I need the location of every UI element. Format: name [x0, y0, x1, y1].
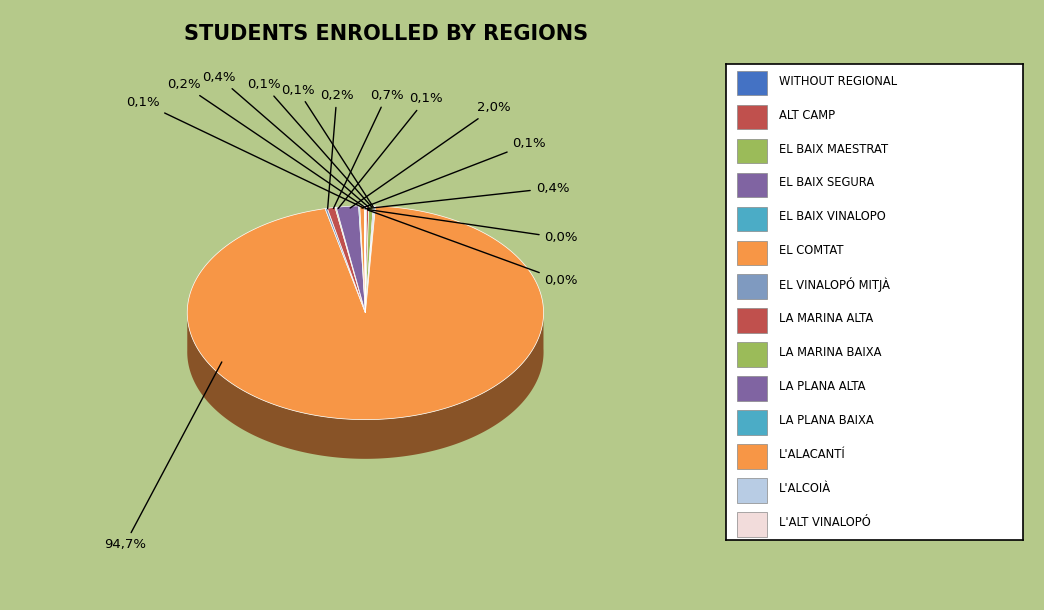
- Polygon shape: [187, 206, 544, 420]
- Text: EL BAIX MAESTRAT: EL BAIX MAESTRAT: [779, 143, 888, 156]
- Text: 0,4%: 0,4%: [365, 182, 569, 209]
- Text: 0,1%: 0,1%: [362, 137, 546, 208]
- Bar: [737, 240, 767, 265]
- Text: L'ALT VINALOPÓ: L'ALT VINALOPÓ: [779, 516, 871, 529]
- Text: LA MARINA ALTA: LA MARINA ALTA: [779, 312, 874, 326]
- Text: 0,2%: 0,2%: [321, 89, 354, 209]
- Polygon shape: [365, 206, 375, 313]
- Bar: [737, 376, 767, 401]
- Text: ALT CAMP: ALT CAMP: [779, 109, 835, 121]
- Bar: [737, 138, 767, 163]
- Polygon shape: [365, 206, 369, 313]
- Polygon shape: [365, 206, 376, 313]
- Text: L'ALCOIÀ: L'ALCOIÀ: [779, 483, 831, 495]
- Text: LA PLANA ALTA: LA PLANA ALTA: [779, 381, 865, 393]
- Bar: [737, 207, 767, 231]
- Polygon shape: [335, 207, 365, 313]
- Polygon shape: [359, 206, 365, 313]
- Text: EL BAIX VINALOPO: EL BAIX VINALOPO: [779, 210, 886, 223]
- Bar: [737, 71, 767, 95]
- Text: 0,1%: 0,1%: [126, 96, 363, 208]
- Text: EL BAIX SEGURA: EL BAIX SEGURA: [779, 176, 875, 190]
- Text: STUDENTS ENROLLED BY REGIONS: STUDENTS ENROLLED BY REGIONS: [184, 24, 589, 45]
- Polygon shape: [325, 209, 365, 313]
- Text: 2,0%: 2,0%: [350, 101, 511, 208]
- Polygon shape: [365, 206, 366, 313]
- Text: 0,4%: 0,4%: [203, 71, 369, 207]
- Bar: [737, 309, 767, 333]
- Bar: [737, 411, 767, 435]
- Text: 0,1%: 0,1%: [338, 93, 443, 209]
- Text: LA PLANA BAIXA: LA PLANA BAIXA: [779, 414, 874, 428]
- Text: 0,1%: 0,1%: [247, 78, 372, 207]
- Text: L'ALACANTÍ: L'ALACANTÍ: [779, 448, 846, 461]
- Polygon shape: [364, 206, 365, 313]
- Bar: [737, 342, 767, 367]
- Bar: [737, 173, 767, 197]
- Text: 0,1%: 0,1%: [281, 84, 373, 207]
- Bar: [737, 274, 767, 300]
- Bar: [737, 104, 767, 129]
- Text: 94,7%: 94,7%: [104, 362, 221, 551]
- Text: WITHOUT REGIONAL: WITHOUT REGIONAL: [779, 74, 897, 88]
- Bar: [737, 445, 767, 469]
- Text: EL COMTAT: EL COMTAT: [779, 245, 844, 257]
- Bar: [737, 512, 767, 537]
- Polygon shape: [187, 309, 544, 459]
- Text: 0,0%: 0,0%: [367, 210, 578, 287]
- Text: 0,7%: 0,7%: [333, 89, 404, 209]
- Polygon shape: [328, 207, 365, 313]
- Text: LA MARINA BAIXA: LA MARINA BAIXA: [779, 346, 881, 359]
- Polygon shape: [360, 206, 365, 313]
- Polygon shape: [365, 206, 374, 313]
- Text: 0,2%: 0,2%: [167, 78, 365, 207]
- Bar: [737, 478, 767, 503]
- Polygon shape: [336, 206, 365, 313]
- Text: 0,0%: 0,0%: [367, 209, 578, 245]
- Text: EL VINALOPÓ MITJÀ: EL VINALOPÓ MITJÀ: [779, 278, 891, 292]
